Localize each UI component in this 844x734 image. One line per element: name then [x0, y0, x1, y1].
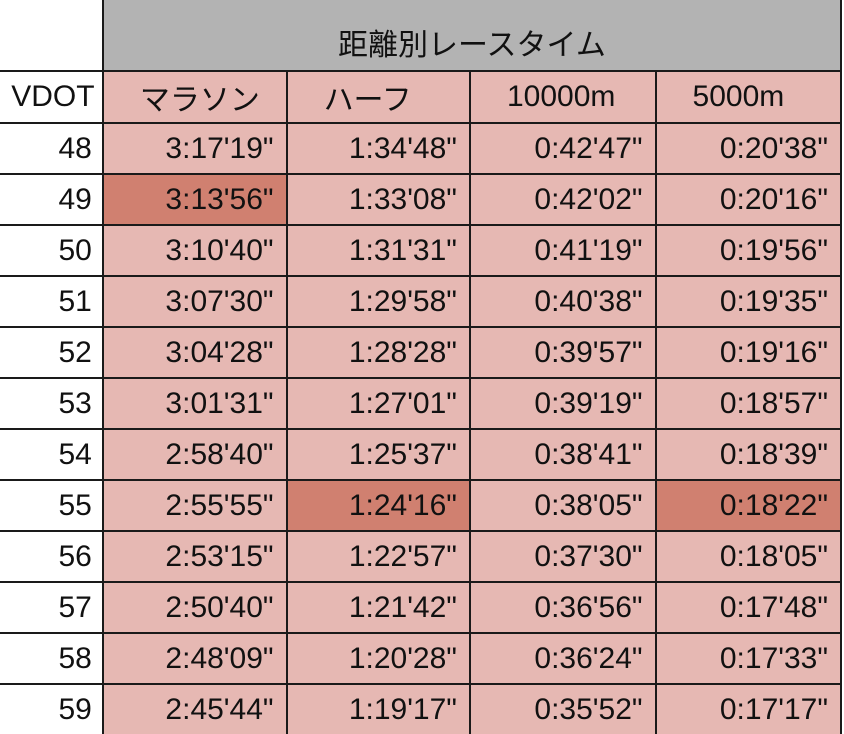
table-row: 55 2:55'55" 1:24'16" 0:38'05" 0:18'22" [0, 479, 843, 532]
time-cell-marathon[interactable]: 2:55'55" [101, 479, 288, 532]
table-body: 48 3:17'19" 1:34'48" 0:42'47" 0:20'38" 49 3:13… [0, 122, 843, 734]
time-cell-marathon[interactable]: 2:45'44" [101, 683, 288, 734]
table-row: 58 2:48'09" 1:20'28" 0:36'24" 0:17'33" [0, 632, 843, 685]
time-cell-marathon[interactable]: 2:50'40" [101, 581, 288, 634]
time-cell-half[interactable]: 1:27'01" [285, 377, 471, 430]
table-row: 56 2:53'15" 1:22'57" 0:37'30" 0:18'05" [0, 530, 843, 583]
header-half[interactable]: ハーフ [285, 70, 471, 124]
time-cell-10000m[interactable]: 0:38'41" [468, 428, 657, 481]
time-cell-10000m[interactable]: 0:37'30" [468, 530, 657, 583]
time-cell-5000m[interactable]: 0:18'22" [654, 479, 843, 532]
table-title[interactable]: 距離別レースタイム [101, 0, 843, 72]
time-cell-10000m[interactable]: 0:39'19" [468, 377, 657, 430]
vdot-cell[interactable]: 57 [0, 581, 104, 634]
time-cell-marathon[interactable]: 3:07'30" [101, 275, 288, 328]
vdot-cell[interactable]: 56 [0, 530, 104, 583]
vdot-cell[interactable]: 59 [0, 683, 104, 734]
header-vdot[interactable]: VDOT [0, 70, 104, 124]
time-cell-marathon[interactable]: 2:53'15" [101, 530, 288, 583]
vdot-cell[interactable]: 51 [0, 275, 104, 328]
time-cell-10000m[interactable]: 0:41'19" [468, 224, 657, 277]
time-cell-half[interactable]: 1:25'37" [285, 428, 471, 481]
time-cell-5000m[interactable]: 0:19'56" [654, 224, 843, 277]
time-cell-half[interactable]: 1:31'31" [285, 224, 471, 277]
header-5000m[interactable]: 5000m [654, 70, 843, 124]
table-row: 50 3:10'40" 1:31'31" 0:41'19" 0:19'56" [0, 224, 843, 277]
time-cell-10000m[interactable]: 0:40'38" [468, 275, 657, 328]
table-row: 53 3:01'31" 1:27'01" 0:39'19" 0:18'57" [0, 377, 843, 430]
time-cell-marathon[interactable]: 3:17'19" [101, 122, 288, 175]
time-cell-10000m[interactable]: 0:36'24" [468, 632, 657, 685]
time-cell-marathon[interactable]: 2:58'40" [101, 428, 288, 481]
vdot-cell[interactable]: 52 [0, 326, 104, 379]
time-cell-half[interactable]: 1:22'57" [285, 530, 471, 583]
time-cell-half[interactable]: 1:21'42" [285, 581, 471, 634]
time-cell-10000m[interactable]: 0:42'02" [468, 173, 657, 226]
time-cell-5000m[interactable]: 0:20'38" [654, 122, 843, 175]
time-cell-10000m[interactable]: 0:38'05" [468, 479, 657, 532]
table-row: 52 3:04'28" 1:28'28" 0:39'57" 0:19'16" [0, 326, 843, 379]
time-cell-half[interactable]: 1:34'48" [285, 122, 471, 175]
time-cell-half[interactable]: 1:24'16" [285, 479, 471, 532]
time-cell-5000m[interactable]: 0:18'39" [654, 428, 843, 481]
table-row: 57 2:50'40" 1:21'42" 0:36'56" 0:17'48" [0, 581, 843, 634]
vdot-cell[interactable]: 58 [0, 632, 104, 685]
time-cell-marathon[interactable]: 2:48'09" [101, 632, 288, 685]
time-cell-5000m[interactable]: 0:18'05" [654, 530, 843, 583]
table-row: 49 3:13'56" 1:33'08" 0:42'02" 0:20'16" [0, 173, 843, 226]
time-cell-5000m[interactable]: 0:18'57" [654, 377, 843, 430]
vdot-cell[interactable]: 49 [0, 173, 104, 226]
header-row: VDOT マラソン ハーフ 10000m 5000m [0, 70, 843, 124]
header-marathon[interactable]: マラソン [101, 70, 288, 124]
time-cell-10000m[interactable]: 0:42'47" [468, 122, 657, 175]
time-cell-half[interactable]: 1:28'28" [285, 326, 471, 379]
time-cell-5000m[interactable]: 0:20'16" [654, 173, 843, 226]
time-cell-half[interactable]: 1:33'08" [285, 173, 471, 226]
time-cell-marathon[interactable]: 3:13'56" [101, 173, 288, 226]
table-row: 59 2:45'44" 1:19'17" 0:35'52" 0:17'17" [0, 683, 843, 734]
table-row: 51 3:07'30" 1:29'58" 0:40'38" 0:19'35" [0, 275, 843, 328]
vdot-cell[interactable]: 53 [0, 377, 104, 430]
time-cell-5000m[interactable]: 0:19'16" [654, 326, 843, 379]
time-cell-5000m[interactable]: 0:19'35" [654, 275, 843, 328]
time-cell-half[interactable]: 1:20'28" [285, 632, 471, 685]
time-cell-5000m[interactable]: 0:17'48" [654, 581, 843, 634]
vdot-cell[interactable]: 48 [0, 122, 104, 175]
time-cell-10000m[interactable]: 0:35'52" [468, 683, 657, 734]
time-cell-marathon[interactable]: 3:10'40" [101, 224, 288, 277]
vdot-cell[interactable]: 54 [0, 428, 104, 481]
time-cell-half[interactable]: 1:29'58" [285, 275, 471, 328]
time-cell-marathon[interactable]: 3:04'28" [101, 326, 288, 379]
table-row: 54 2:58'40" 1:25'37" 0:38'41" 0:18'39" [0, 428, 843, 481]
time-cell-10000m[interactable]: 0:39'57" [468, 326, 657, 379]
header-10000m[interactable]: 10000m [468, 70, 657, 124]
time-cell-10000m[interactable]: 0:36'56" [468, 581, 657, 634]
vdot-cell[interactable]: 50 [0, 224, 104, 277]
time-cell-half[interactable]: 1:19'17" [285, 683, 471, 734]
corner-cell[interactable] [0, 0, 104, 72]
time-cell-marathon[interactable]: 3:01'31" [101, 377, 288, 430]
vdot-cell[interactable]: 55 [0, 479, 104, 532]
title-row: 距離別レースタイム [0, 0, 843, 72]
time-cell-5000m[interactable]: 0:17'17" [654, 683, 843, 734]
table-row: 48 3:17'19" 1:34'48" 0:42'47" 0:20'38" [0, 122, 843, 175]
time-cell-5000m[interactable]: 0:17'33" [654, 632, 843, 685]
